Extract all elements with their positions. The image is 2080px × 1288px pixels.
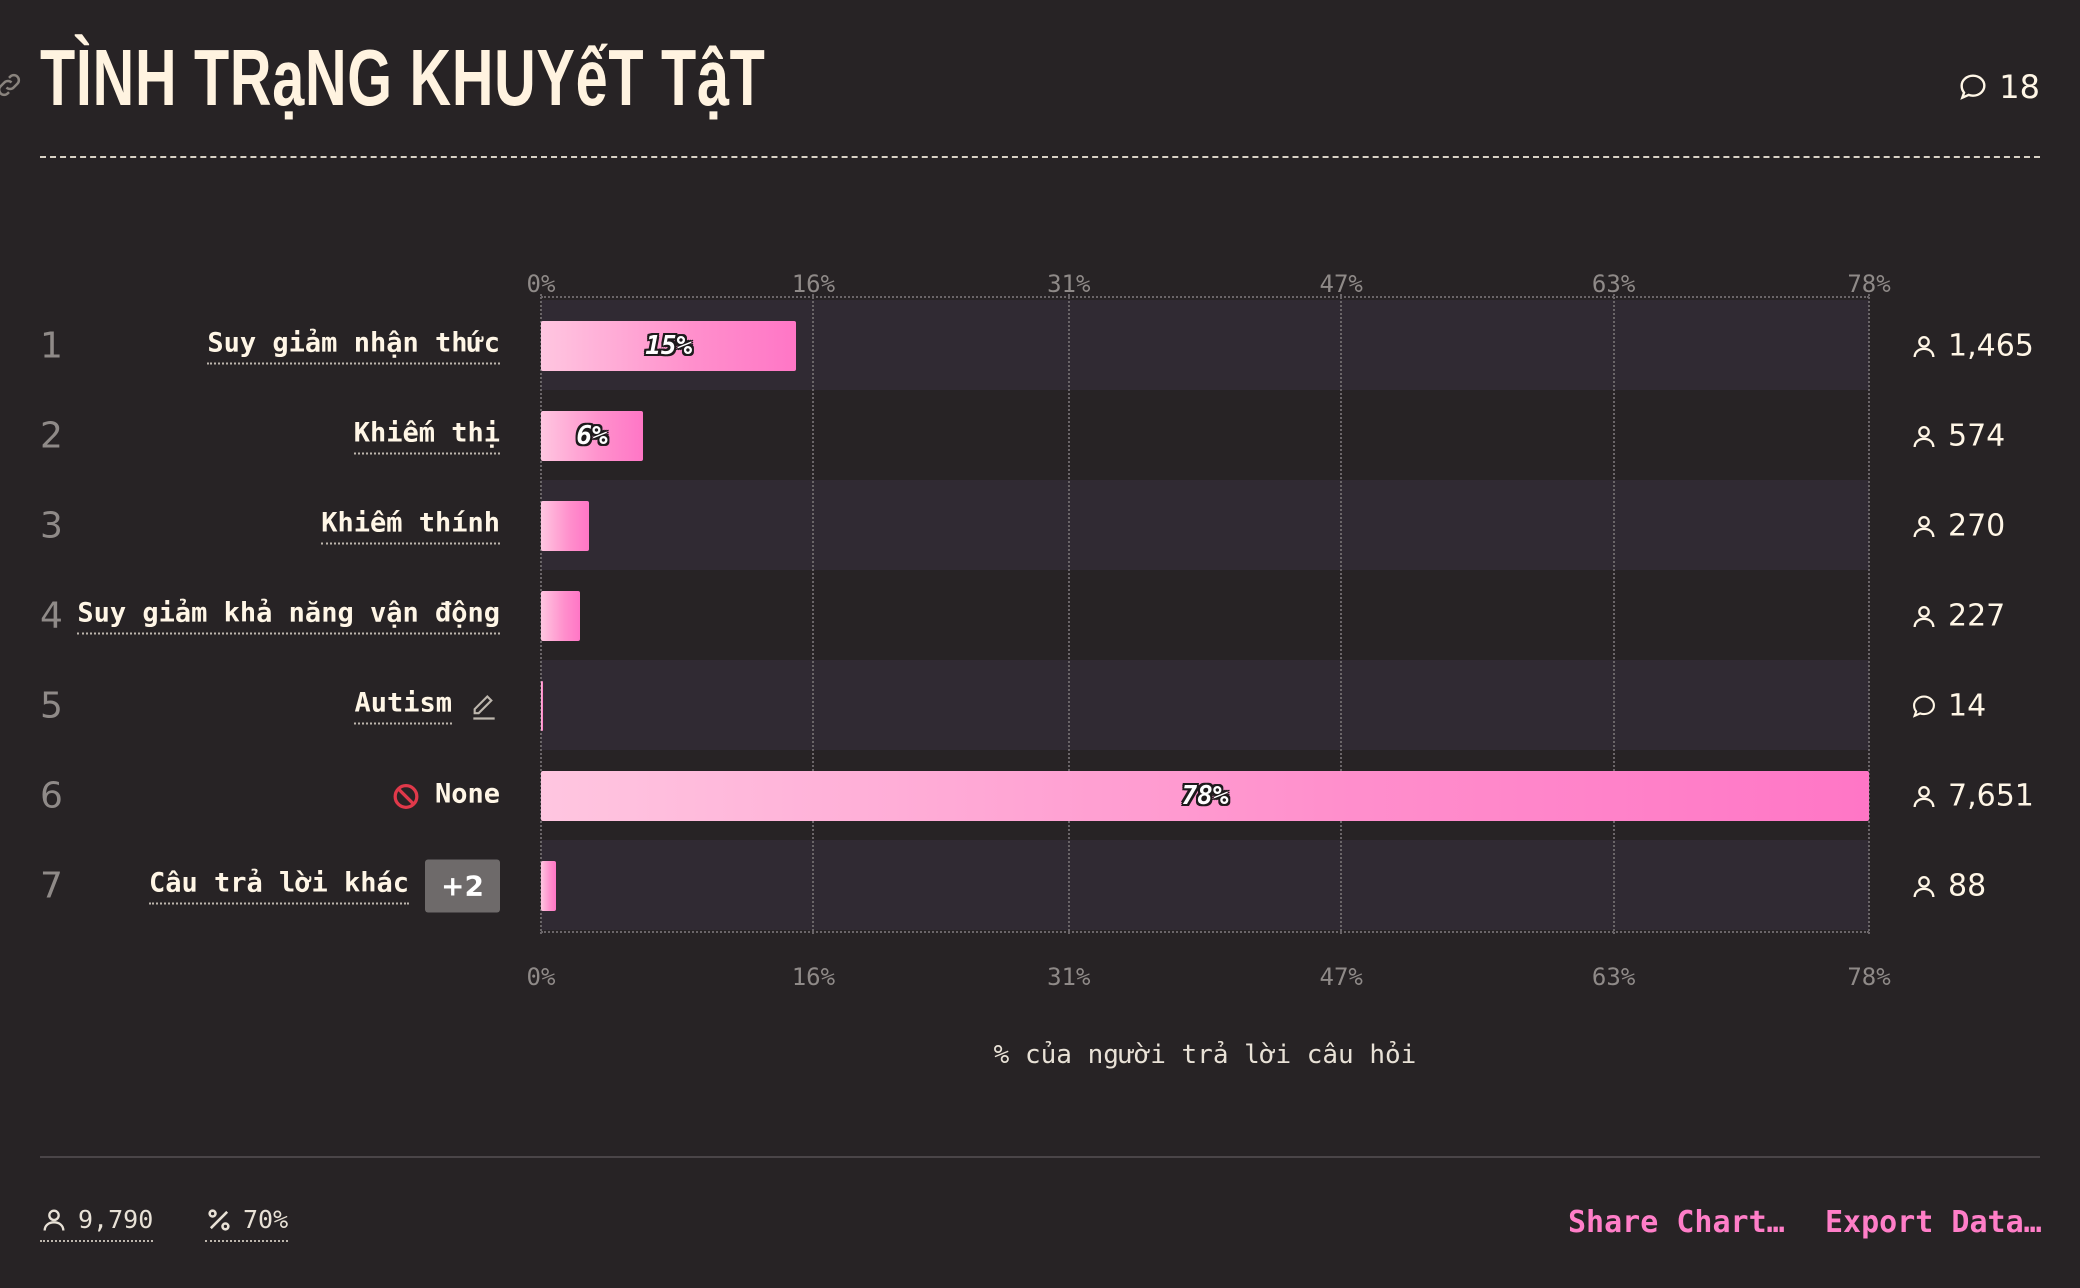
- row-rank: 5: [40, 685, 63, 727]
- x-tick-label-top: 63%: [1591, 270, 1636, 298]
- bar[interactable]: 15%: [541, 321, 797, 371]
- x-tick-label-top: 47%: [1319, 270, 1363, 298]
- row-rank: 3: [40, 505, 63, 547]
- no-entry-icon: [393, 783, 419, 809]
- row-count: 7,651: [1910, 779, 2034, 814]
- row-count: 88: [1910, 869, 1986, 904]
- row-rank: 6: [40, 775, 63, 817]
- bar[interactable]: [541, 861, 557, 911]
- x-tick-label-top: 31%: [1047, 270, 1091, 298]
- bar-value-label: 15%: [645, 331, 693, 361]
- response-rate-stat[interactable]: 70%: [205, 1205, 289, 1242]
- bar-value-label: 6%: [576, 421, 608, 451]
- x-tick-label-bottom: 0%: [526, 963, 556, 991]
- x-axis-label: % của người trả lời câu hỏi: [993, 1040, 1417, 1070]
- row-label-text: Khiếm thị: [353, 418, 500, 455]
- row-label-text: Khiếm thính: [321, 508, 500, 545]
- row-count: 1,465: [1910, 329, 2034, 364]
- row-count-value: 88: [1948, 868, 1987, 904]
- person-icon: [1910, 332, 1938, 360]
- row-label[interactable]: Khiếm thị: [353, 418, 500, 455]
- person-icon: [1910, 602, 1938, 630]
- chart-title: TÌNH TRạNG KHUYếT TậT: [40, 33, 766, 122]
- row-label-text: Câu trả lời khác: [148, 868, 410, 905]
- bar[interactable]: [541, 681, 544, 731]
- row-background: [541, 570, 1869, 660]
- row-label[interactable]: Suy giảm nhận thức: [207, 328, 500, 365]
- row-count-value: 574: [1948, 418, 2006, 454]
- x-tick-label-top: 16%: [791, 270, 836, 298]
- row-label-text: Suy giảm khả năng vận động: [77, 598, 500, 635]
- row-count-value: 7,651: [1948, 778, 2034, 814]
- row-count-value: 270: [1948, 508, 2006, 544]
- row-label[interactable]: Autism: [354, 688, 500, 725]
- gridline: [1612, 294, 1615, 934]
- export-data-link[interactable]: Export Data…: [1825, 1205, 2042, 1240]
- row-count-value: 1,465: [1948, 328, 2034, 364]
- share-chart-link[interactable]: Share Chart…: [1568, 1205, 1785, 1240]
- x-tick-label-bottom: 63%: [1591, 963, 1636, 991]
- row-rank: 2: [40, 415, 63, 457]
- x-tick-label-bottom: 16%: [791, 963, 836, 991]
- more-answers-badge[interactable]: +2: [425, 859, 500, 913]
- row-rank: 1: [40, 325, 63, 367]
- row-label-text: None: [434, 778, 500, 810]
- respondents-stat[interactable]: 9,790: [40, 1205, 154, 1242]
- person-icon: [1910, 512, 1938, 540]
- gridline: [1340, 294, 1343, 934]
- row-count: 270: [1910, 509, 2005, 544]
- x-tick-label-top: 0%: [526, 270, 556, 298]
- row-count-value: 14: [1948, 688, 1987, 724]
- bar[interactable]: 78%: [541, 771, 1869, 821]
- bar[interactable]: [541, 501, 589, 551]
- comment-icon: [1910, 692, 1938, 720]
- x-tick-label-top: 78%: [1847, 270, 1891, 298]
- edit-icon[interactable]: [468, 690, 500, 722]
- row-background: [541, 840, 1869, 930]
- comments-button[interactable]: 18: [1957, 68, 2040, 106]
- row-label-text: Suy giảm nhận thức: [207, 328, 500, 365]
- gridline: [1067, 294, 1070, 934]
- row-background: [541, 390, 1869, 480]
- gridline: [812, 294, 815, 934]
- row-rank: 4: [40, 595, 63, 637]
- respondents-count: 9,790: [78, 1205, 154, 1234]
- x-tick-label-bottom: 78%: [1847, 963, 1891, 991]
- row-label-text: Autism: [354, 688, 452, 725]
- gridline: [1868, 294, 1870, 934]
- row-label[interactable]: Suy giảm khả năng vận động: [77, 598, 500, 635]
- row-count-value: 227: [1948, 598, 2006, 634]
- response-rate: 70%: [243, 1205, 289, 1234]
- row-label[interactable]: Khiếm thính: [321, 508, 500, 545]
- comment-count: 18: [1999, 68, 2040, 106]
- row-background: [541, 660, 1869, 750]
- row-label[interactable]: None: [393, 779, 500, 814]
- row-rank: 7: [40, 865, 63, 907]
- bar[interactable]: 6%: [541, 411, 644, 461]
- row-count: 574: [1910, 419, 2005, 454]
- axis-rule: [541, 296, 1869, 298]
- row-count: 14: [1910, 689, 1986, 724]
- link-icon[interactable]: [0, 70, 24, 100]
- comment-icon: [1960, 74, 1986, 100]
- bar-value-label: 78%: [1181, 781, 1229, 811]
- axis-rule: [541, 931, 1869, 933]
- row-label[interactable]: Câu trả lời khác +2: [148, 859, 500, 913]
- row-background: [541, 480, 1869, 570]
- person-icon: [43, 1209, 65, 1231]
- row-count: 227: [1910, 599, 2005, 634]
- x-tick-label-bottom: 31%: [1047, 963, 1091, 991]
- bar[interactable]: [541, 591, 581, 641]
- percent-icon: [208, 1208, 230, 1231]
- person-icon: [1910, 782, 1938, 810]
- title-divider: [40, 156, 2040, 158]
- person-icon: [1910, 872, 1938, 900]
- footer-divider: [40, 1156, 2040, 1158]
- x-tick-label-bottom: 47%: [1319, 963, 1363, 991]
- person-icon: [1910, 422, 1938, 450]
